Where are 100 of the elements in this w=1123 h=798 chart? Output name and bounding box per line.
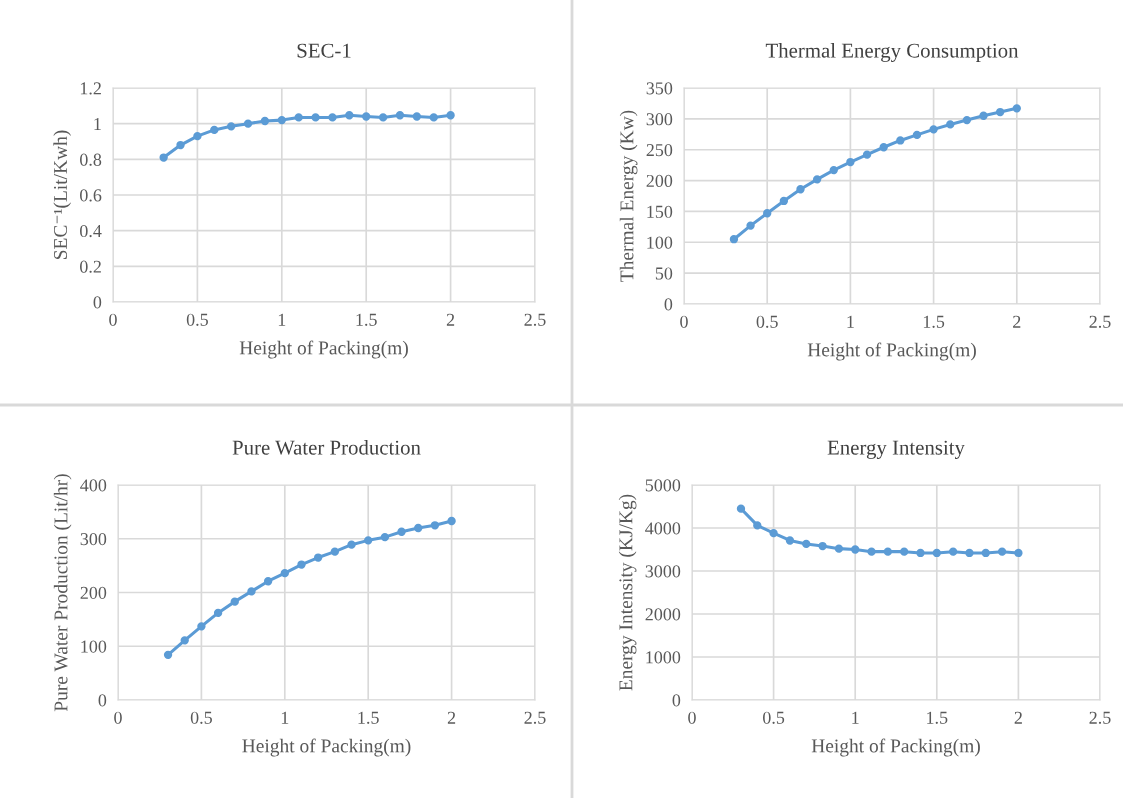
point [277, 115, 286, 125]
point [829, 165, 838, 175]
y-tick-label: 100 [81, 640, 107, 653]
point [883, 547, 893, 556]
point [899, 547, 909, 556]
x-tick-label: 1 [847, 315, 854, 328]
point [159, 153, 168, 162]
y-axis-title: Pure Water Production (Lit/hr) [53, 474, 72, 712]
point [965, 548, 974, 558]
point [197, 622, 206, 631]
y-tick-label: 50 [655, 267, 673, 280]
y-tick-label: 150 [647, 205, 673, 218]
point [345, 111, 354, 120]
point [243, 119, 253, 128]
x-tick-label: 2.5 [524, 711, 546, 724]
x-axis-title: Height of Packing(m) [807, 342, 976, 361]
point [397, 527, 406, 536]
y-tick-label: 0.8 [80, 153, 102, 166]
point [962, 115, 972, 125]
point [260, 116, 270, 126]
point [785, 536, 795, 545]
y-axis-title: Energy Intensity (KJ/Kg) [618, 494, 637, 691]
y-tick-label: 0 [93, 296, 102, 309]
x-tick-label: 2.5 [524, 313, 546, 326]
chart-title: Thermal Energy Consumption [765, 42, 1019, 62]
point [446, 111, 455, 120]
x-tick-label: 1 [281, 711, 289, 724]
y-tick-label: 1000 [646, 651, 681, 664]
point [812, 175, 822, 184]
x-tick-label: 1.5 [356, 313, 377, 326]
point [364, 536, 373, 545]
x-tick-label: 1 [852, 711, 859, 724]
point [362, 112, 371, 121]
point [311, 113, 320, 122]
y-tick-label: 350 [646, 82, 673, 95]
point [851, 545, 860, 554]
point [948, 547, 958, 556]
x-tick-label: 0.5 [190, 711, 212, 724]
point [210, 125, 219, 135]
y-tick-label: 1 [94, 118, 101, 130]
point [294, 113, 303, 122]
chart-title: Energy Intensity [827, 440, 965, 459]
point [430, 521, 440, 530]
y-tick-label: 3000 [645, 565, 681, 578]
y-tick-label: 0.4 [80, 224, 102, 238]
point [862, 150, 872, 159]
point [230, 597, 239, 606]
point [981, 548, 990, 558]
point [818, 541, 827, 551]
point [447, 516, 456, 526]
point [280, 568, 289, 578]
point [834, 544, 844, 553]
point [929, 125, 938, 134]
x-axis-title: Height of Packing(m) [811, 738, 980, 757]
x-tick-label: 0 [109, 313, 117, 326]
y-tick-label: 4000 [645, 522, 681, 535]
point [879, 143, 888, 152]
y-tick-label: 2000 [645, 608, 681, 621]
y-tick-label: 100 [647, 236, 673, 249]
point [226, 122, 236, 131]
y-tick-label: 200 [646, 174, 673, 188]
y-tick-label: 0 [672, 694, 681, 707]
point [380, 532, 390, 542]
x-tick-label: 1.5 [927, 711, 948, 724]
y-tick-label: 200 [80, 586, 107, 599]
x-axis-title: Height of Packing(m) [239, 340, 408, 359]
point [176, 140, 185, 150]
point [163, 650, 173, 660]
x-tick-label: 1.5 [923, 315, 945, 328]
y-axis-title: Thermal Energy (Kw) [619, 110, 638, 282]
chart-title: Pure Water Production [232, 439, 421, 455]
point [1014, 548, 1023, 558]
x-tick-label: 2 [1013, 315, 1021, 328]
point [995, 107, 1005, 117]
point [193, 131, 202, 141]
point [769, 528, 778, 538]
point [896, 136, 905, 145]
x-tick-label: 0.5 [756, 315, 778, 328]
point [997, 547, 1007, 556]
y-tick-label: 250 [646, 143, 673, 157]
y-tick-label: 5000 [645, 479, 681, 492]
point [213, 608, 223, 618]
y-tick-label: 300 [80, 533, 107, 546]
point [378, 113, 388, 122]
point [753, 521, 762, 530]
point [247, 587, 256, 596]
point [763, 209, 772, 218]
y-axis-title: SEC⁻¹(Lit/Kwh) [53, 130, 71, 259]
point [867, 547, 876, 556]
point [779, 196, 789, 206]
y-tick-label: 0 [98, 694, 107, 707]
x-tick-label: 1 [278, 313, 286, 326]
x-tick-label: 2.5 [1089, 315, 1111, 328]
y-tick-label: 400 [80, 479, 107, 492]
point [395, 111, 405, 120]
x-axis-title: Height of Packing(m) [242, 738, 411, 757]
x-tick-label: 1.5 [358, 711, 379, 724]
point [414, 523, 423, 533]
point [912, 130, 922, 140]
y-tick-label: 300 [646, 113, 673, 126]
